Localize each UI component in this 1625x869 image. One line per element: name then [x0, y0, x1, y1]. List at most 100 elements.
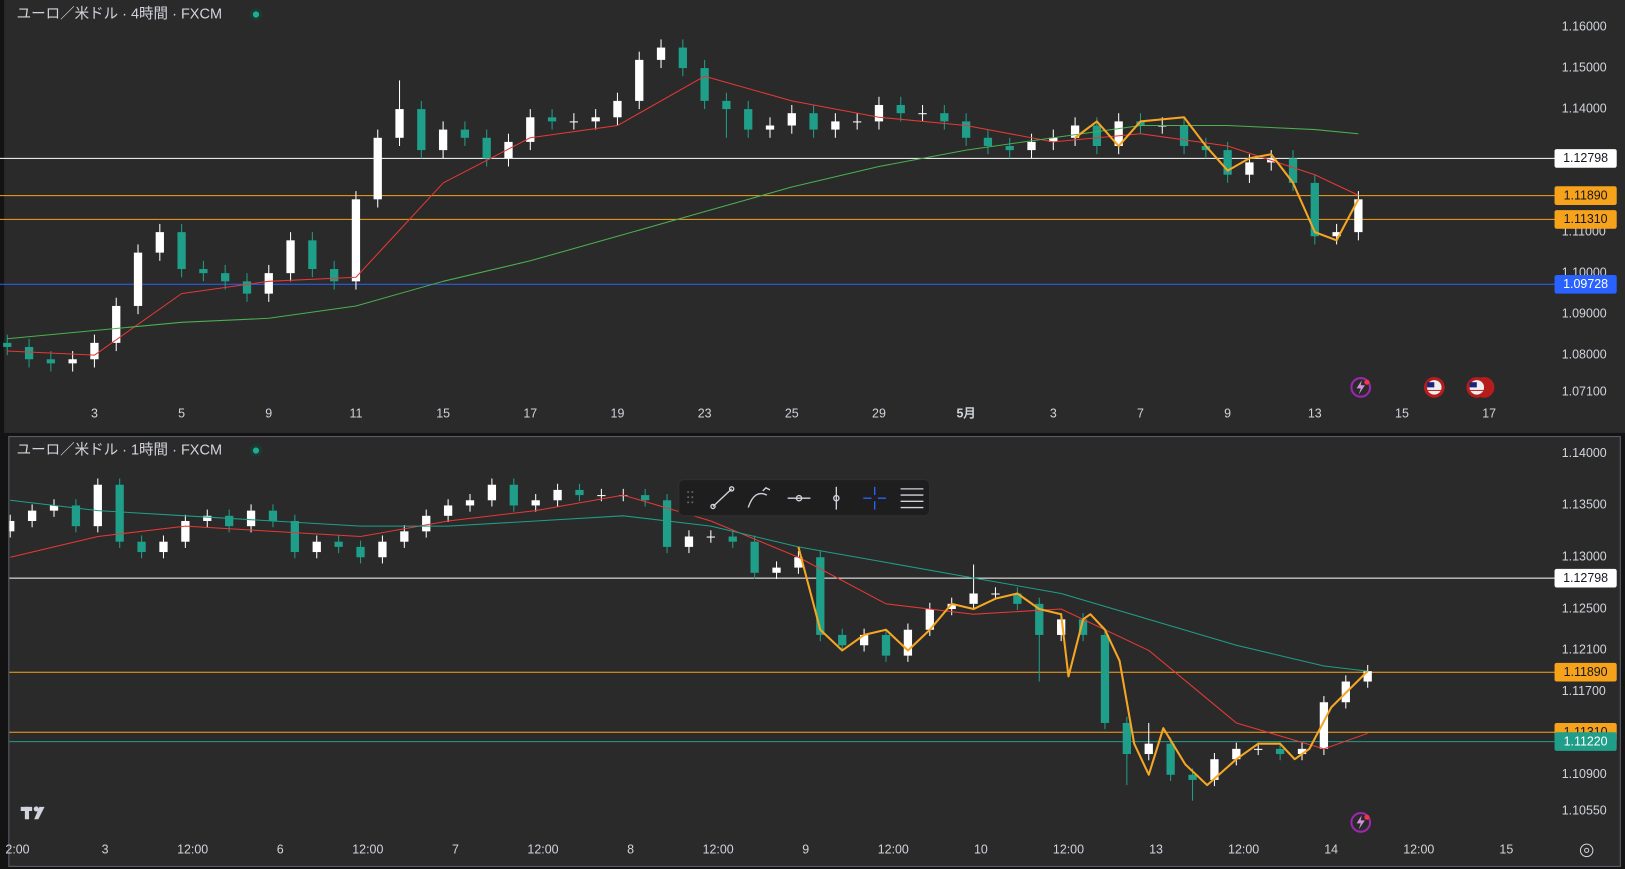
candle-body [509, 484, 518, 506]
candle-body [1223, 150, 1232, 175]
us-event-icon[interactable] [1466, 377, 1495, 398]
x-tick-label: 7 [452, 843, 459, 857]
candle-body [1332, 232, 1341, 237]
x-tick-label: 10 [974, 843, 988, 857]
x-tick-label: 15 [1395, 407, 1409, 421]
x-tick-label: 3 [91, 407, 98, 421]
x-tick-label: 3 [1050, 407, 1057, 421]
candle-body [1275, 748, 1285, 755]
candle-body [983, 137, 993, 147]
candle-body [969, 593, 978, 604]
y-tick-label: 1.13000 [1562, 550, 1607, 564]
settings-icon[interactable] [1579, 843, 1594, 858]
price-label: 1.12798 [1563, 571, 1608, 585]
price-label-box [1554, 210, 1617, 229]
candle-body [3, 342, 12, 347]
candle-body [1310, 182, 1319, 237]
candle-body [1100, 634, 1110, 723]
price-label: 1.11890 [1564, 665, 1608, 679]
x-tick-label: 12:00 [1053, 843, 1084, 857]
price-label-box [1554, 186, 1617, 205]
x-tick-label: 12:00 [703, 843, 734, 857]
event-icon[interactable] [1350, 812, 1372, 833]
candle-body [373, 137, 382, 200]
drawing-toolbar[interactable] [678, 479, 931, 517]
candle-body [809, 113, 818, 130]
candle-body [635, 59, 644, 101]
candle-body [290, 520, 299, 553]
x-tick-label: 2:00 [5, 843, 29, 857]
candle-body [816, 557, 825, 635]
candle-body [1114, 121, 1123, 147]
candle-body [1144, 743, 1153, 755]
candle-body [831, 121, 840, 130]
y-tick-label: 1.12100 [1562, 643, 1607, 657]
price-label: 1.11890 [1564, 188, 1608, 202]
price-label: 1.09728 [1563, 277, 1608, 291]
candle-body [1005, 146, 1014, 151]
price-label: 1.12798 [1563, 151, 1608, 165]
candle-body [443, 505, 453, 516]
candle-body [181, 520, 190, 542]
price-label-box [1554, 149, 1617, 168]
candle-body [1254, 748, 1263, 750]
candle-body [1070, 125, 1080, 138]
status-dot [252, 11, 260, 18]
candle-body [1013, 593, 1022, 604]
us-event-icon[interactable] [1423, 377, 1445, 398]
x-tick-label: 11 [349, 407, 362, 421]
candle-body [487, 484, 497, 501]
candle-body [199, 269, 208, 274]
candle-body [312, 541, 321, 553]
candle-body [706, 536, 715, 538]
candle-body [268, 510, 278, 521]
x-tick-label: 15 [1499, 843, 1513, 857]
candle-body [133, 252, 143, 306]
candle-body [903, 629, 913, 656]
price-label-box [1554, 662, 1617, 682]
candle-body [1078, 619, 1088, 635]
candle-body [1122, 722, 1131, 755]
candle-body [115, 484, 124, 542]
price-label-box [1554, 732, 1617, 751]
status-dot [252, 447, 260, 454]
y-tick-label: 1.14000 [1562, 446, 1607, 460]
candle-body [896, 104, 905, 114]
candle-body [422, 515, 431, 532]
indicator-line [7, 125, 1359, 340]
indicator-line [7, 75, 1359, 356]
x-tick-label: 25 [785, 407, 799, 421]
candle-body [93, 484, 102, 527]
candle-body [504, 141, 513, 159]
candle-body [1210, 759, 1219, 780]
candle-body [1136, 121, 1145, 126]
candle-body [1201, 146, 1210, 151]
plot-area [9, 478, 1555, 801]
x-tick-label: 12:00 [1403, 843, 1434, 857]
x-tick-label: 13 [1149, 843, 1163, 857]
indicator-line [1074, 116, 1360, 242]
y-tick-label: 1.07100 [1562, 384, 1607, 398]
logo[interactable] [20, 806, 45, 820]
x-tick-label: 29 [872, 407, 886, 421]
chart-title: ユーロ／米ドル · 1時間 · FXCM [17, 441, 222, 458]
candle-body [1035, 603, 1044, 635]
candle-body [925, 609, 934, 630]
candle-body [728, 536, 737, 542]
candle-body [308, 240, 317, 270]
price-label-box [1554, 568, 1617, 588]
x-tick-label: 9 [265, 407, 272, 421]
candle-body [482, 137, 491, 159]
y-tick-label: 1.09000 [1562, 306, 1607, 320]
candle-body [1027, 141, 1036, 151]
candle-body [678, 47, 687, 69]
candle-body [531, 500, 540, 506]
x-tick-label: 5月 [956, 407, 975, 421]
candle-body [765, 125, 775, 130]
price-label-box [1554, 274, 1617, 294]
candle-body [1092, 125, 1102, 147]
candle-body [356, 546, 365, 558]
candle-body [700, 68, 709, 101]
event-icon[interactable] [1350, 377, 1372, 398]
candle-body [591, 117, 600, 122]
